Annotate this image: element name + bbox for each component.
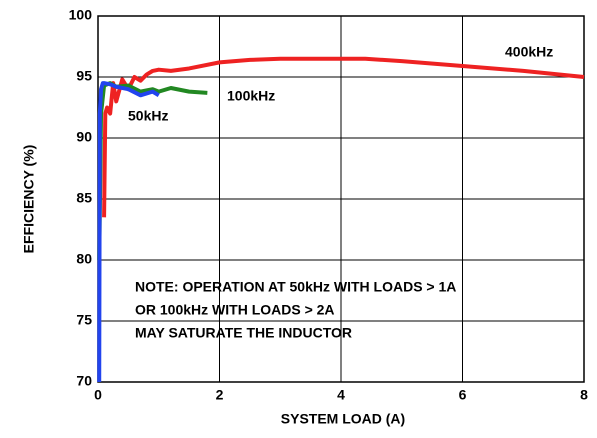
x-axis-label: SYSTEM LOAD (A) [281,411,405,427]
y-tick-label: 80 [76,251,92,267]
series-label: 100kHz [227,88,275,104]
x-tick-label: 2 [216,387,224,403]
note: MAY SATURATE THE INDUCTOR [135,325,352,341]
series-label: 400kHz [505,44,553,60]
y-tick-label: 85 [76,190,92,206]
series-label: 50kHz [128,108,168,124]
y-tick-label: 100 [69,7,93,23]
y-tick-label: 90 [76,129,92,145]
x-tick-label: 4 [337,387,345,403]
y-tick-label: 75 [76,312,92,328]
x-tick-label: 0 [94,387,102,403]
series-line [97,81,160,383]
x-tick-label: 8 [580,387,588,403]
x-tick-label: 6 [459,387,467,403]
series-line [97,81,208,261]
y-axis-label: EFFICIENCY (%) [21,145,37,254]
note: NOTE: OPERATION AT 50kHz WITH LOADS > 1A [135,279,456,295]
y-tick-label: 70 [76,373,92,389]
y-tick-label: 95 [76,68,92,84]
note: OR 100kHz WITH LOADS > 2A [135,302,335,318]
